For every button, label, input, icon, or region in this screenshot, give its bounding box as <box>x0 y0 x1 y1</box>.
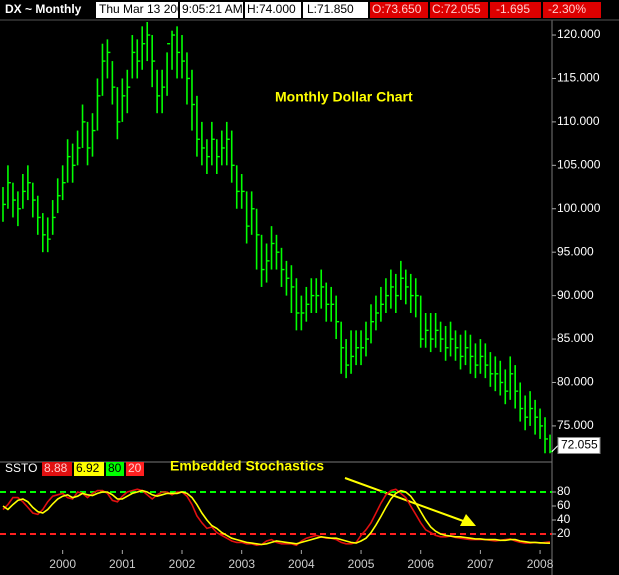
value-box-label: 20 <box>128 461 142 475</box>
last-price-box <box>557 436 601 454</box>
header-box <box>180 2 243 18</box>
value-box <box>42 462 72 476</box>
value-box <box>126 462 144 476</box>
arrow <box>344 477 467 523</box>
y-tick-label: 20 <box>557 526 571 540</box>
header-close: C:72.055 <box>432 2 481 16</box>
value-box-label: 6.92 <box>76 461 100 475</box>
x-tick-label: 2008 <box>527 557 554 571</box>
y-tick-label: 95.000 <box>557 244 594 258</box>
y-tick-label: 100.000 <box>557 201 601 215</box>
header-box <box>543 2 601 18</box>
y-tick-label: 40 <box>557 512 571 526</box>
value-box-label: 80 <box>108 461 122 475</box>
header-high: H:74.000 <box>247 2 296 16</box>
x-tick-label: 2004 <box>288 557 315 571</box>
last-price-label: 72.055 <box>561 438 598 452</box>
y-tick-label: 80 <box>557 484 571 498</box>
value-box-label: 8.88 <box>44 461 68 475</box>
header-box <box>96 2 178 18</box>
header-box <box>370 2 428 18</box>
stoch-line <box>2 489 551 546</box>
last-price-pointer <box>551 445 559 452</box>
x-tick-label: 2005 <box>348 557 375 571</box>
y-tick-label: 75.000 <box>557 418 594 432</box>
y-tick-label: 80.000 <box>557 375 594 389</box>
x-tick-label: 2000 <box>49 557 76 571</box>
header-box <box>245 2 301 18</box>
value-box <box>74 462 104 476</box>
y-tick-label: 90.000 <box>557 288 594 302</box>
header-time: 9:05:21 AM <box>182 2 243 16</box>
y-tick-label: 115.000 <box>557 71 600 85</box>
header-box <box>430 2 488 18</box>
header-change: -1.695 <box>496 2 530 16</box>
arrow-head <box>460 514 476 526</box>
x-tick-label: 2006 <box>407 557 434 571</box>
y-tick-label: 105.000 <box>557 157 601 171</box>
header-date: Thu Mar 13 2008 <box>99 2 191 16</box>
y-tick-label: 60 <box>557 498 571 512</box>
symbol: DX ~ Monthly <box>5 2 82 16</box>
header-open: O:73.650 <box>372 2 422 16</box>
y-tick-label: 120.000 <box>557 27 601 41</box>
price-title: Monthly Dollar Chart <box>275 89 413 105</box>
x-tick-label: 2003 <box>228 557 255 571</box>
value-box <box>106 462 124 476</box>
x-tick-label: 2001 <box>109 557 136 571</box>
stoch-line <box>2 488 551 547</box>
header-low: L:71.850 <box>307 2 354 16</box>
indicator-name: SSTO <box>5 461 37 475</box>
header-change-pct: -2.30% <box>548 2 586 16</box>
y-tick-label: 110.000 <box>557 114 600 128</box>
header-box <box>490 2 541 18</box>
x-tick-label: 2007 <box>467 557 494 571</box>
header-box <box>303 2 368 18</box>
stoch-title: Embedded Stochastics <box>170 458 324 474</box>
y-tick-label: 85.000 <box>557 331 594 345</box>
x-tick-label: 2002 <box>169 557 196 571</box>
